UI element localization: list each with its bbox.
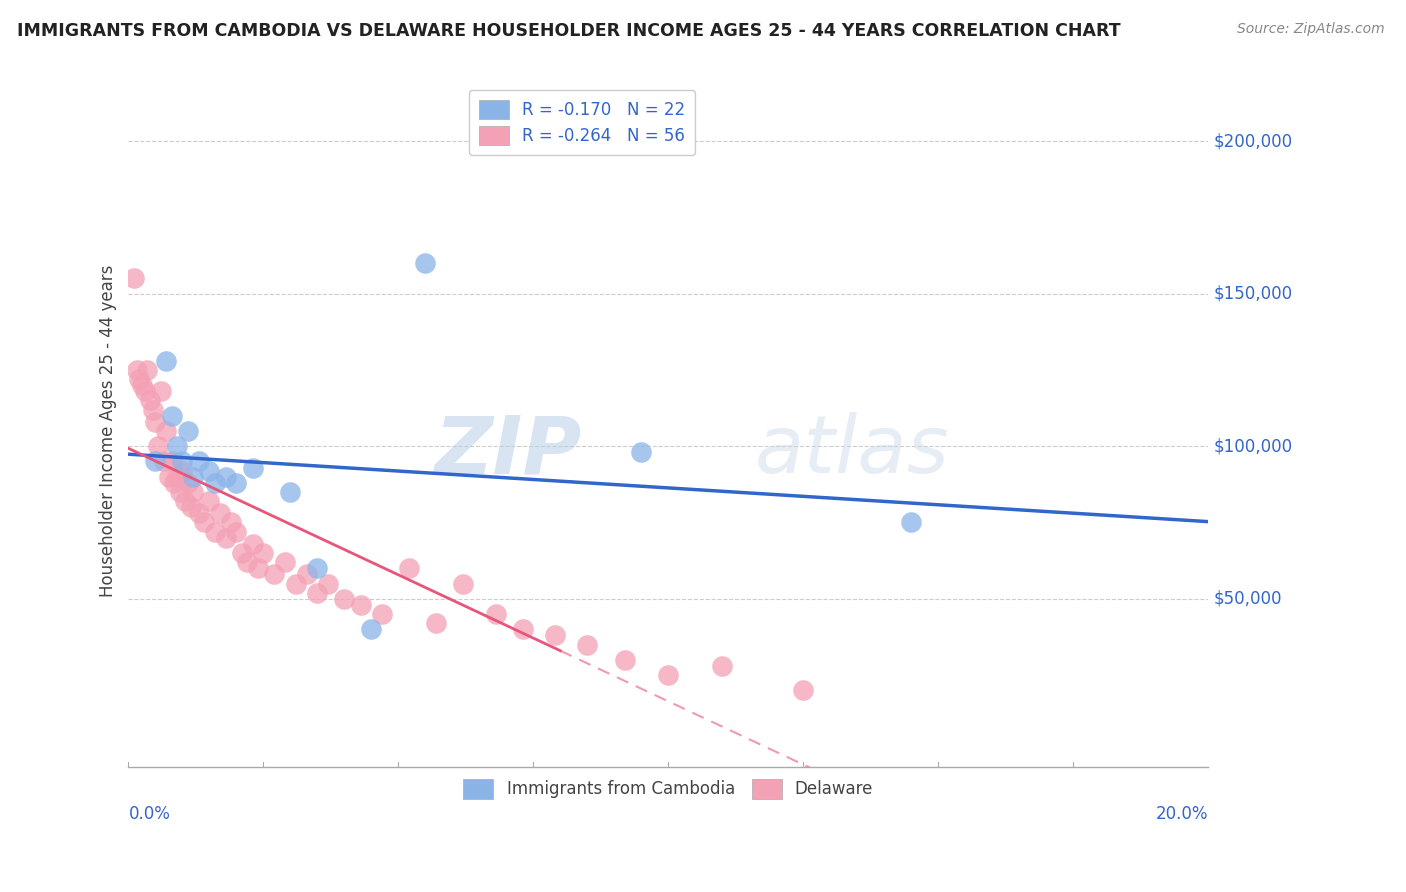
Point	[333, 591, 356, 606]
Point	[187, 506, 209, 520]
Point	[214, 469, 236, 483]
Point	[160, 454, 183, 468]
Text: IMMIGRANTS FROM CAMBODIA VS DELAWARE HOUSEHOLDER INCOME AGES 25 - 44 YEARS CORRE: IMMIGRANTS FROM CAMBODIA VS DELAWARE HOU…	[17, 22, 1121, 40]
Text: $50,000: $50,000	[1213, 590, 1282, 607]
Point	[425, 616, 447, 631]
Point	[204, 475, 226, 490]
Point	[198, 494, 221, 508]
Point	[219, 516, 242, 530]
Point	[247, 561, 270, 575]
Text: 20.0%: 20.0%	[1156, 805, 1208, 823]
Point	[900, 516, 922, 530]
Point	[371, 607, 394, 621]
Point	[155, 353, 177, 368]
Point	[145, 415, 167, 429]
Point	[172, 454, 194, 468]
Point	[242, 460, 264, 475]
Point	[204, 524, 226, 539]
Point	[307, 561, 329, 575]
Text: $100,000: $100,000	[1213, 437, 1292, 455]
Point	[415, 256, 437, 270]
Y-axis label: Householder Income Ages 25 - 44 years: Householder Income Ages 25 - 44 years	[100, 265, 117, 597]
Point	[209, 506, 232, 520]
Point	[225, 475, 247, 490]
Point	[231, 546, 253, 560]
Point	[295, 567, 318, 582]
Text: atlas: atlas	[755, 412, 949, 490]
Point	[131, 378, 153, 392]
Point	[187, 454, 209, 468]
Point	[145, 454, 167, 468]
Point	[128, 372, 150, 386]
Point	[284, 576, 307, 591]
Point	[657, 668, 679, 682]
Point	[316, 576, 339, 591]
Text: $150,000: $150,000	[1213, 285, 1292, 302]
Point	[242, 537, 264, 551]
Point	[125, 363, 148, 377]
Point	[280, 485, 302, 500]
Point	[174, 494, 197, 508]
Point	[451, 576, 474, 591]
Point	[252, 546, 274, 560]
Point	[263, 567, 285, 582]
Point	[169, 485, 191, 500]
Point	[177, 424, 200, 438]
Point	[181, 469, 204, 483]
Point	[180, 500, 202, 515]
Text: 0.0%: 0.0%	[128, 805, 170, 823]
Point	[236, 555, 259, 569]
Point	[349, 598, 371, 612]
Point	[193, 516, 215, 530]
Point	[157, 469, 180, 483]
Point	[360, 622, 382, 636]
Point	[149, 384, 172, 399]
Point	[512, 622, 534, 636]
Text: Source: ZipAtlas.com: Source: ZipAtlas.com	[1237, 22, 1385, 37]
Text: ZIP: ZIP	[434, 412, 582, 490]
Point	[484, 607, 506, 621]
Point	[122, 271, 145, 285]
Point	[152, 454, 174, 468]
Point	[576, 638, 599, 652]
Text: $200,000: $200,000	[1213, 132, 1292, 150]
Point	[166, 469, 188, 483]
Point	[614, 653, 637, 667]
Point	[198, 464, 221, 478]
Point	[792, 683, 814, 698]
Point	[711, 659, 734, 673]
Point	[544, 628, 567, 642]
Point	[139, 393, 162, 408]
Point	[214, 531, 236, 545]
Point	[398, 561, 420, 575]
Point	[155, 424, 177, 438]
Point	[136, 363, 159, 377]
Legend: Immigrants from Cambodia, Delaware: Immigrants from Cambodia, Delaware	[457, 772, 880, 805]
Point	[307, 585, 329, 599]
Point	[630, 445, 652, 459]
Point	[172, 464, 194, 478]
Point	[166, 439, 188, 453]
Point	[163, 475, 186, 490]
Point	[177, 475, 200, 490]
Point	[274, 555, 297, 569]
Point	[142, 402, 165, 417]
Point	[181, 485, 204, 500]
Point	[134, 384, 156, 399]
Point	[225, 524, 247, 539]
Point	[146, 439, 169, 453]
Point	[160, 409, 183, 423]
